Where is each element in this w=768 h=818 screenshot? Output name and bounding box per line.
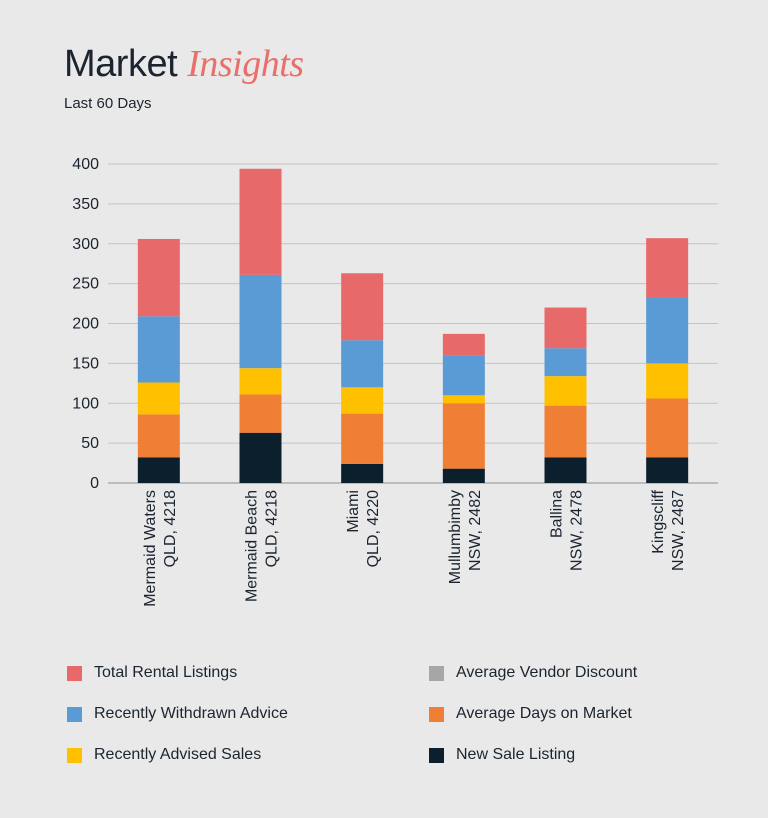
x-tick-label-line: NSW, 2482 <box>467 490 484 571</box>
y-tick-label: 50 <box>81 435 99 452</box>
bar-segment <box>137 457 180 483</box>
bar-segment <box>137 316 180 383</box>
bar-segment <box>442 468 485 483</box>
bar-segment <box>646 297 689 364</box>
x-tick-label-line: QLD, 4218 <box>162 490 179 567</box>
title-block: Market Insights <box>64 40 304 88</box>
bar-segment <box>341 463 384 483</box>
y-tick-label: 400 <box>72 156 99 173</box>
x-tick-label-line: Ballina <box>549 490 566 538</box>
bar-segment <box>137 238 180 317</box>
x-tick-label-line: Mermaid Beach <box>244 490 261 602</box>
page-title: Market Insights <box>64 40 304 88</box>
bar-segment <box>341 413 384 464</box>
x-tick-label: Mermaid Beach QLD, 4218 <box>244 490 281 602</box>
subtitle: Last 60 Days <box>64 95 152 112</box>
bar-segment <box>137 382 180 415</box>
title-main: Market <box>64 43 188 85</box>
bar-segment <box>544 457 587 483</box>
bar-segment <box>442 395 485 404</box>
bar-segment <box>239 368 282 395</box>
bar-segment <box>646 363 689 399</box>
x-tick-label-line: NSW, 2487 <box>670 490 687 571</box>
x-tick-label: Miami QLD, 4220 <box>345 490 382 567</box>
x-tick-label-line: QLD, 4218 <box>264 490 281 567</box>
x-tick-label-line: Miami <box>345 490 362 533</box>
x-tick-label-line: NSW, 2478 <box>569 490 586 571</box>
y-tick-label: 350 <box>72 196 99 213</box>
bar-segment <box>239 394 282 433</box>
bar-segment <box>646 238 689 298</box>
bar-segment <box>442 403 485 469</box>
bar-segment <box>341 340 384 388</box>
x-tick-label: Kingscliff NSW, 2487 <box>650 489 687 570</box>
bar-segment <box>646 398 689 458</box>
x-tick-label-line: Mullumbimby <box>447 490 464 584</box>
bar-segment <box>544 307 587 349</box>
y-tick-label: 100 <box>72 395 99 412</box>
x-tick-label: Ballina NSW, 2478 <box>549 490 586 571</box>
y-tick-label: 300 <box>72 236 99 253</box>
y-tick-label: 150 <box>72 355 99 372</box>
bar-segment <box>341 273 384 341</box>
bar-segment <box>442 333 485 356</box>
bar-segment <box>341 387 384 414</box>
bar-segment <box>544 376 587 406</box>
x-tick-label-line: Mermaid Waters <box>142 490 159 607</box>
title-accent: Insights <box>187 43 304 85</box>
x-tick-label-line: Kingscliff <box>650 489 667 553</box>
y-tick-label: 200 <box>72 316 99 333</box>
y-tick-label: 250 <box>72 276 99 293</box>
x-tick-label: Mermaid Waters QLD, 4218 <box>142 490 179 607</box>
bar-segment <box>239 432 282 483</box>
bar-segment <box>137 414 180 458</box>
bar-segment <box>646 457 689 483</box>
bar-segment <box>239 274 282 369</box>
bar-segment <box>544 348 587 377</box>
y-tick-label: 0 <box>90 475 99 492</box>
bar-segment <box>544 405 587 458</box>
bar-segment <box>442 355 485 396</box>
bar-segment <box>239 168 282 275</box>
x-tick-label-line: QLD, 4220 <box>365 490 382 567</box>
x-tick-label: Mullumbimby NSW, 2482 <box>447 490 484 584</box>
